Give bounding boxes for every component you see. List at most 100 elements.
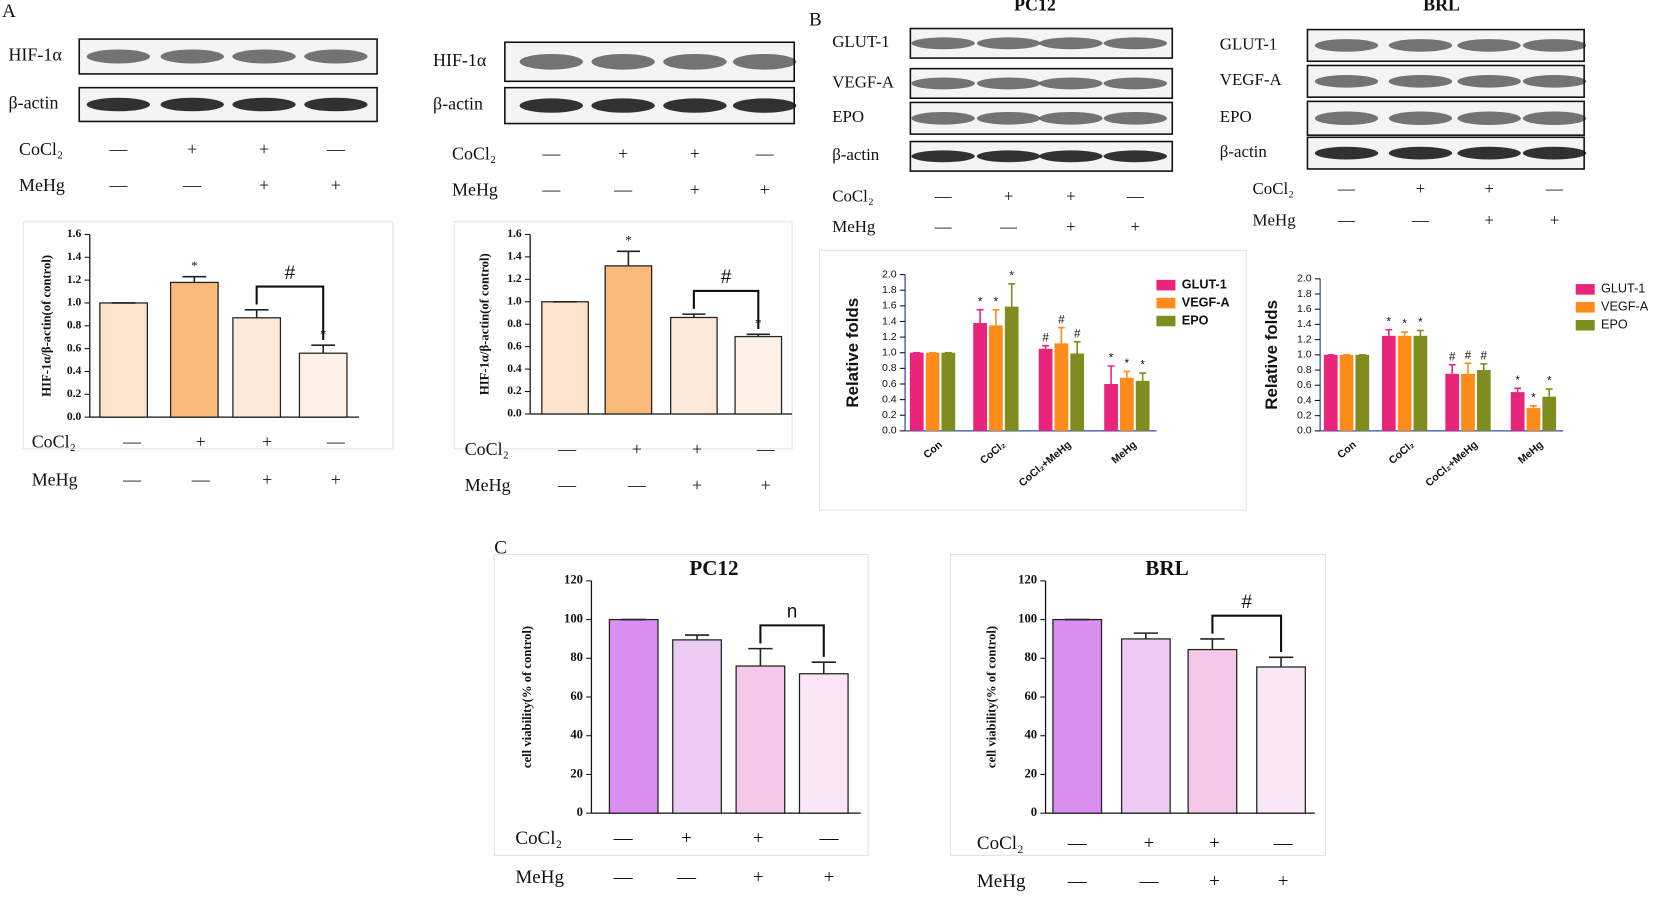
- significance-marker: *: [1125, 357, 1130, 370]
- blot-band: [1388, 39, 1453, 52]
- error-bar: [1530, 404, 1537, 409]
- condition-label: CoCl₂: [19, 139, 63, 159]
- condition-sign: —: [1067, 833, 1088, 854]
- chart-frame: [22, 221, 394, 450]
- bar: [169, 281, 219, 418]
- x-tick-label: MeHg: [1109, 439, 1139, 467]
- error-bar: [1073, 340, 1081, 354]
- bar: [973, 323, 987, 431]
- blot-row-label: EPO: [1220, 107, 1252, 126]
- significance-marker: *: [1531, 391, 1536, 404]
- legend-label: VEGF-A: [1601, 300, 1649, 314]
- condition-sign: +: [1484, 179, 1494, 198]
- blot-band: [1457, 74, 1521, 88]
- x-tick-label: MeHg: [1516, 439, 1546, 467]
- condition-sign: —: [326, 139, 346, 159]
- condition-sign: +: [618, 143, 628, 163]
- condition-sign: —: [557, 439, 577, 459]
- blot-band: [1388, 146, 1453, 160]
- x-tick-label: CoCl₂+MeHg: [1423, 439, 1480, 489]
- y-tick-label: 1.4: [507, 250, 522, 263]
- condition-sign: +: [753, 828, 764, 849]
- x-tick-label: Con: [921, 439, 944, 461]
- x-tick-label: CoCl₂: [978, 439, 1008, 467]
- legend-label: VEGF-A: [1182, 295, 1230, 309]
- blot-band: [1039, 150, 1103, 163]
- condition-sign: —: [1411, 211, 1429, 230]
- legend-swatch: [1575, 319, 1595, 331]
- bar: [232, 317, 282, 418]
- y-tick-label: 100: [564, 611, 583, 625]
- condition-label: MeHg: [832, 217, 876, 236]
- x-tick-label: CoCl₂: [1387, 439, 1417, 467]
- condition-sign: +: [1550, 211, 1560, 230]
- y-tick-label: 0.2: [882, 409, 897, 421]
- bar: [798, 673, 849, 814]
- panel-letter: C: [494, 538, 507, 559]
- y-tick-label: 1.2: [67, 273, 82, 286]
- significance-label: #: [721, 267, 732, 288]
- bar: [925, 352, 940, 431]
- bar: [1054, 343, 1069, 431]
- y-tick-label: 0.2: [507, 384, 522, 397]
- significance-marker: #: [1449, 350, 1456, 363]
- legend-label: EPO: [1182, 313, 1209, 327]
- y-tick-label: 0.6: [1297, 379, 1312, 391]
- condition-sign: —: [191, 470, 211, 490]
- bar: [604, 265, 653, 415]
- blot-row-label: HIF-1α: [433, 50, 486, 70]
- condition-label: MeHg: [1253, 211, 1297, 230]
- bar: [608, 618, 659, 814]
- condition-sign: —: [182, 175, 202, 195]
- blot-title: PC12: [1014, 0, 1056, 14]
- blot-band: [160, 97, 224, 112]
- bar: [1120, 638, 1171, 814]
- y-tick-label: 40: [570, 728, 583, 742]
- condition-sign: +: [259, 139, 269, 159]
- bar: [1323, 354, 1338, 431]
- bar: [941, 352, 956, 431]
- condition-label: MeHg: [32, 470, 78, 490]
- blot-band: [976, 150, 1041, 163]
- blot-row-label: β-actin: [832, 145, 880, 164]
- condition-sign: —: [1067, 871, 1088, 892]
- y-tick-label: 0.4: [507, 362, 522, 375]
- significance-marker: #: [1042, 331, 1049, 344]
- significance-label: #: [1241, 592, 1252, 613]
- y-axis-label: cell viability(% of control): [520, 626, 534, 768]
- x-tick-label: Con: [1335, 439, 1358, 461]
- significance-marker: *: [1387, 315, 1392, 328]
- condition-sign: +: [1004, 186, 1014, 205]
- significance-marker: *: [1515, 374, 1520, 387]
- bar: [672, 639, 722, 814]
- bar: [1004, 306, 1019, 431]
- significance-marker: *: [191, 259, 197, 273]
- significance-bracket: [759, 624, 825, 657]
- blot-band: [519, 98, 583, 113]
- error-bar: [1464, 362, 1472, 374]
- condition-sign: +: [1278, 871, 1289, 892]
- y-tick-label: 0.8: [507, 317, 522, 330]
- blot-band: [232, 49, 296, 64]
- error-bar: [1107, 365, 1115, 384]
- blot-band: [1103, 111, 1167, 125]
- blot-band: [1103, 150, 1167, 163]
- error-bar: [1545, 388, 1553, 397]
- condition-label: CoCl₂: [977, 833, 1024, 854]
- y-tick-label: 1.8: [882, 284, 897, 296]
- condition-sign: —: [819, 828, 840, 849]
- condition-label: CoCl₂: [452, 143, 496, 163]
- error-bar: [1123, 370, 1131, 378]
- blot-row-label: β-actin: [8, 93, 58, 113]
- condition-sign: +: [1209, 833, 1220, 854]
- error-bar: [1008, 283, 1016, 307]
- bar: [989, 325, 1003, 431]
- bar: [734, 335, 783, 415]
- blot-band: [304, 97, 368, 112]
- condition-sign: —: [756, 439, 776, 459]
- y-tick-label: 80: [1024, 650, 1037, 664]
- blot-band: [1522, 74, 1587, 88]
- significance-marker: #: [1058, 313, 1065, 326]
- significance-label: #: [285, 263, 296, 284]
- blot-band: [591, 98, 655, 113]
